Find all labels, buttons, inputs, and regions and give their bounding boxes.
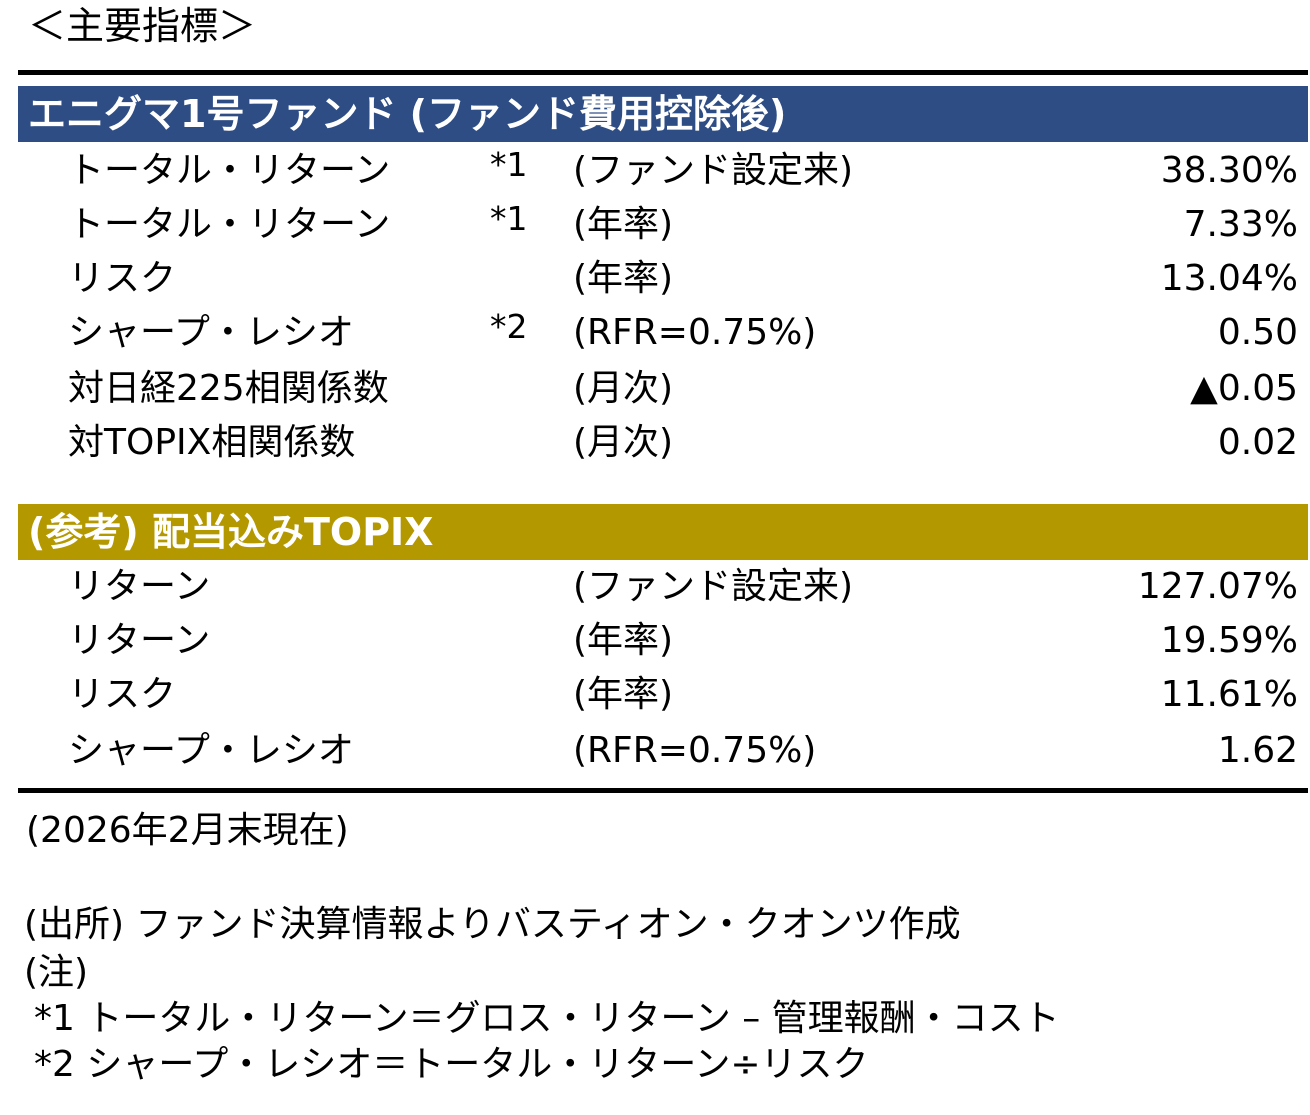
row-label: シャープ・レシオ (68, 730, 354, 771)
fund-row-risk: リスク (年率) 13.04% (18, 252, 1308, 306)
row-period: (年率) (573, 674, 674, 715)
row-label: 対日経225相関係数 (68, 368, 389, 409)
row-value: 7.33% (1183, 204, 1298, 245)
row-note: *2 (490, 307, 528, 346)
reference-row-return-since-inception: リターン (ファンド設定来) 127.07% (18, 560, 1308, 614)
reference-section-header: (参考) 配当込みTOPIX (18, 504, 1308, 560)
reference-row-risk: リスク (年率) 11.61% (18, 668, 1308, 722)
row-label: リターン (68, 620, 211, 661)
as-of-date: (2026年2月末現在) (26, 810, 349, 851)
row-value: 1.62 (1217, 730, 1298, 771)
row-value: ▲0.05 (1190, 368, 1298, 409)
row-period: (ファンド設定来) (573, 150, 854, 191)
top-rule (18, 70, 1308, 75)
row-label: リターン (68, 566, 211, 607)
row-period: (年率) (573, 258, 674, 299)
fund-section-header: エニグマ1号ファンド (ファンド費用控除後) (18, 86, 1308, 142)
row-period: (RFR=0.75%) (573, 312, 817, 353)
fund-row-topix-correlation: 対TOPIX相関係数 (月次) 0.02 (18, 416, 1308, 470)
reference-row-return-annualized: リターン (年率) 19.59% (18, 614, 1308, 668)
row-label: 対TOPIX相関係数 (68, 422, 356, 463)
row-period: (年率) (573, 204, 674, 245)
row-value: 0.02 (1217, 422, 1298, 463)
row-value: 19.59% (1160, 620, 1298, 661)
row-note: *1 (490, 199, 528, 238)
row-period: (RFR=0.75%) (573, 730, 817, 771)
page-title: ＜主要指標＞ (28, 4, 257, 48)
footnote-1: *1 トータル・リターン＝グロス・リターン – 管理報酬・コスト (34, 998, 1060, 1039)
row-label: リスク (68, 258, 177, 299)
reference-row-sharpe-ratio: シャープ・レシオ (RFR=0.75%) 1.62 (18, 724, 1308, 778)
fund-row-nikkei-correlation: 対日経225相関係数 (月次) ▲0.05 (18, 362, 1308, 416)
row-note: *1 (490, 145, 528, 184)
row-label: トータル・リターン (68, 204, 391, 245)
row-period: (年率) (573, 620, 674, 661)
footnote-2: *2 シャープ・レシオ＝トータル・リターン÷リスク (34, 1044, 869, 1085)
row-value: 11.61% (1160, 674, 1298, 715)
row-label: トータル・リターン (68, 150, 391, 191)
row-value: 38.30% (1160, 150, 1298, 191)
fund-row-total-return-annualized: トータル・リターン *1 (年率) 7.33% (18, 198, 1308, 252)
fund-row-total-return-since-inception: トータル・リターン *1 (ファンド設定来) 38.30% (18, 144, 1308, 198)
row-value: 0.50 (1217, 312, 1298, 353)
row-period: (月次) (573, 368, 674, 409)
row-value: 127.07% (1137, 566, 1298, 607)
row-period: (ファンド設定来) (573, 566, 854, 607)
row-value: 13.04% (1160, 258, 1298, 299)
notes-heading: (注) (24, 952, 89, 993)
bottom-rule (18, 788, 1308, 793)
row-period: (月次) (573, 422, 674, 463)
source-note: (出所) ファンド決算情報よりバスティオン・クオンツ作成 (24, 904, 961, 945)
fund-row-sharpe-ratio: シャープ・レシオ *2 (RFR=0.75%) 0.50 (18, 306, 1308, 360)
row-label: リスク (68, 674, 177, 715)
row-label: シャープ・レシオ (68, 312, 354, 353)
